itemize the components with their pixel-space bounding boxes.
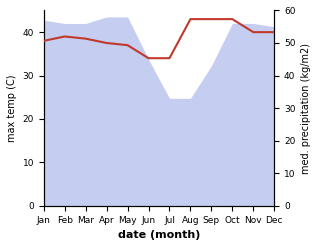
X-axis label: date (month): date (month) [118, 230, 200, 240]
Y-axis label: max temp (C): max temp (C) [7, 74, 17, 142]
Y-axis label: med. precipitation (kg/m2): med. precipitation (kg/m2) [301, 43, 311, 174]
